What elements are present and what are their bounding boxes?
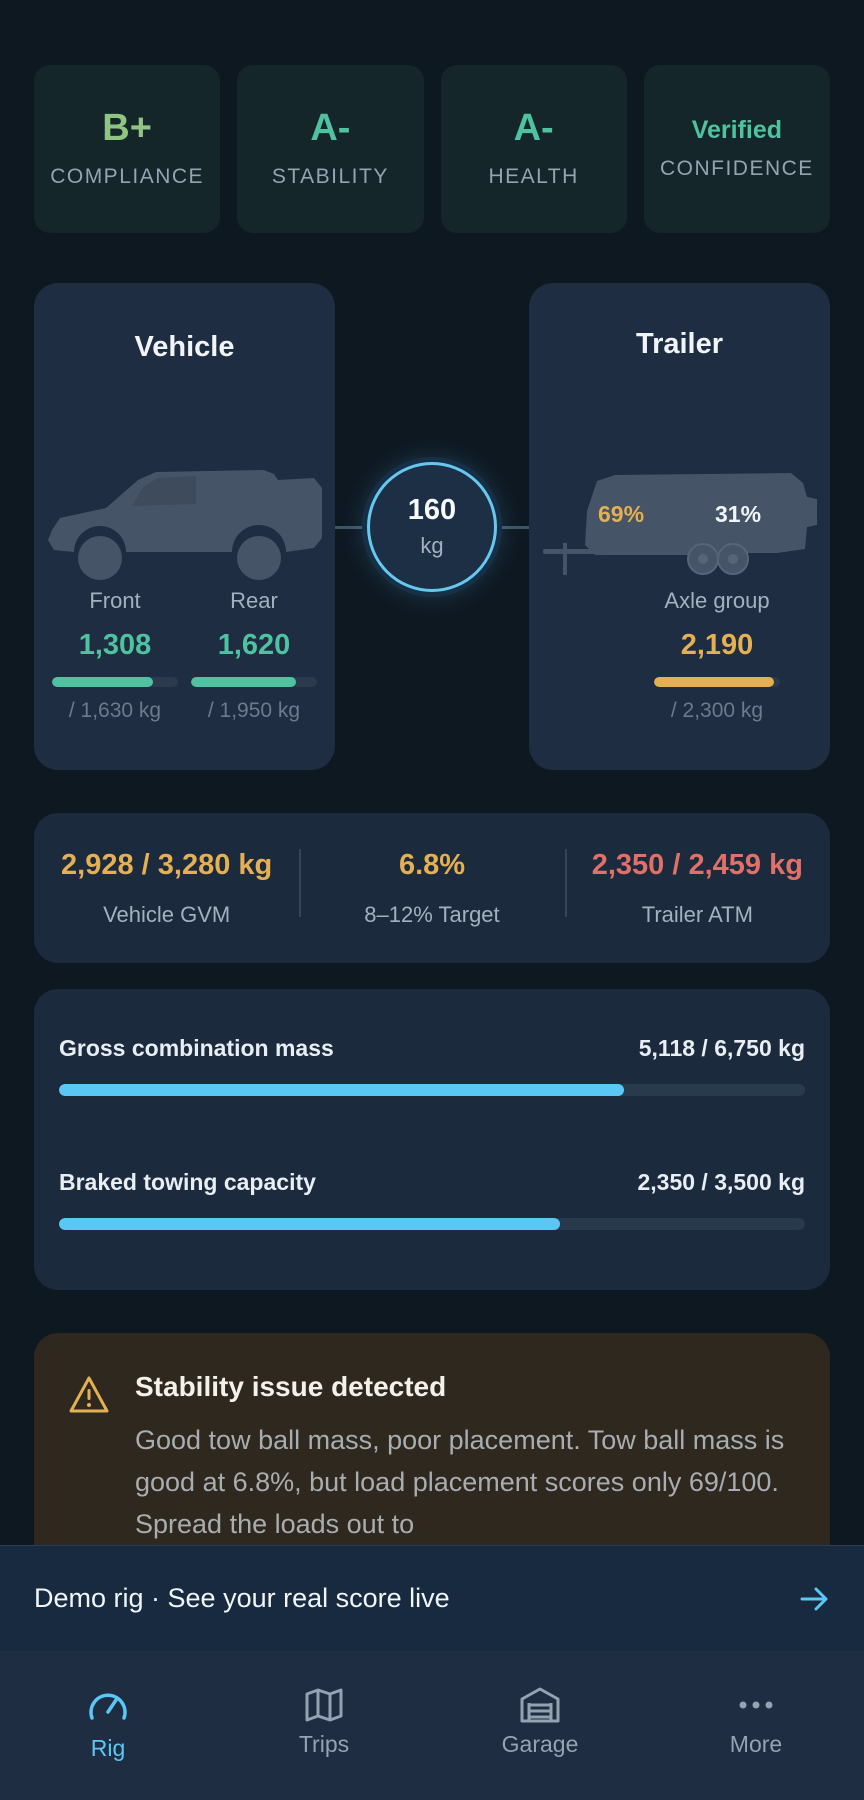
score-label: COMPLIANCE <box>50 165 205 188</box>
score-tile-compliance[interactable]: B+ COMPLIANCE <box>34 65 221 233</box>
alert-body: Good tow ball mass, poor placement. Tow … <box>135 1425 785 1539</box>
capacity-bar-fill <box>59 1084 625 1096</box>
towball-unit: kg <box>420 532 444 558</box>
rear-axle: Rear 1,620 / 1,950 kg <box>191 588 317 723</box>
axle-limit: / 2,300 kg <box>670 699 764 722</box>
nav-item-garage[interactable]: Garage <box>432 1651 648 1800</box>
axle-bar <box>52 677 178 687</box>
alert-title: Stability issue detected <box>135 1371 447 1402</box>
demo-banner-text: Demo rig · See your real score live <box>34 1583 450 1613</box>
vehicle-card[interactable]: Vehicle Front 1,308 / 1,630 kg Rear 1,62… <box>34 283 335 770</box>
nav-label: More <box>729 1731 783 1757</box>
towball-hub[interactable]: 160 kg <box>362 457 502 597</box>
score-label: CONFIDENCE <box>659 156 814 180</box>
score-grade: Verified <box>691 115 783 144</box>
summary-value: 2,350 / 2,459 kg <box>591 848 803 881</box>
score-grade: B+ <box>102 107 152 149</box>
axle-name: Front <box>89 588 141 613</box>
capacity-label: Gross combination mass <box>59 1035 334 1061</box>
axle-bar-fill <box>191 677 296 687</box>
nav-item-rig[interactable]: Rig <box>0 1651 216 1800</box>
summary-label: 8–12% Target <box>364 901 500 927</box>
capacity-label: Braked towing capacity <box>59 1169 316 1195</box>
mass-summary: 2,928 / 3,280 kg Vehicle GVM 6.8% 8–12% … <box>34 813 830 963</box>
map-icon <box>302 1685 346 1725</box>
garage-icon <box>518 1685 562 1725</box>
trailer-card[interactable]: Trailer 69% 31% Axle group 2,190 / 2,300… <box>529 283 830 770</box>
gauge-icon <box>86 1685 130 1725</box>
axle-name: Rear <box>230 588 278 613</box>
more-icon <box>734 1685 778 1725</box>
nav-label: Rig <box>90 1735 126 1761</box>
axle-name: Axle group <box>664 588 770 613</box>
stability-alert[interactable]: Stability issue detected Good tow ball m… <box>34 1333 830 1573</box>
nav-label: Garage <box>501 1731 579 1757</box>
summary-value: 6.8% <box>398 848 466 881</box>
vehicle-title: Vehicle <box>134 331 235 363</box>
hub-connector-left <box>335 526 362 529</box>
arrow-right-icon[interactable] <box>800 1585 830 1613</box>
axle-value: 2,190 <box>680 629 754 661</box>
nav-item-trips[interactable]: Trips <box>216 1651 432 1800</box>
demo-rig-banner[interactable]: Demo rig · See your real score live <box>0 1545 864 1651</box>
axle-bar-fill <box>654 677 774 687</box>
front-split-percent: 69% <box>598 501 645 527</box>
capacity-bar <box>59 1084 805 1096</box>
capacity-value: 5,118 / 6,750 kg <box>638 1035 805 1061</box>
capacity-bar <box>59 1218 805 1230</box>
warning-icon <box>69 1376 109 1413</box>
summary-towball-percent[interactable]: 6.8% 8–12% Target <box>299 848 564 928</box>
towball-ring: 160 kg <box>367 462 497 592</box>
score-grade: A- <box>513 107 554 149</box>
summary-value: 2,928 / 3,280 kg <box>61 848 273 881</box>
nav-item-more[interactable]: More <box>648 1651 864 1800</box>
capacity-row-gcm[interactable]: Gross combination mass 5,118 / 6,750 kg <box>59 1035 805 1096</box>
capacity-value: 2,350 / 3,500 kg <box>637 1169 805 1195</box>
score-tile-stability[interactable]: A- STABILITY <box>237 65 424 233</box>
hub-connector-right <box>502 526 529 529</box>
capacity-bar-fill <box>59 1218 560 1230</box>
towball-value: 160 <box>407 493 457 526</box>
axle-bar <box>191 677 317 687</box>
summary-trailer-atm[interactable]: 2,350 / 2,459 kg Trailer ATM <box>564 848 830 928</box>
bottom-nav: Rig Trips Garage More <box>0 1651 864 1800</box>
vehicle-silhouette-icon <box>48 470 322 580</box>
nav-label: Trips <box>298 1731 350 1757</box>
axle-limit: / 1,950 kg <box>207 699 301 722</box>
axle-bar <box>654 677 780 687</box>
axle-value: 1,620 <box>217 629 291 661</box>
axle-value: 1,308 <box>78 629 152 661</box>
rear-split-percent: 31% <box>715 501 762 527</box>
capacity-card: Gross combination mass 5,118 / 6,750 kg … <box>34 989 830 1290</box>
score-label: HEALTH <box>488 165 579 188</box>
score-tile-health[interactable]: A- HEALTH <box>440 65 627 233</box>
score-tiles: B+ COMPLIANCE A- STABILITY A- HEALTH Ver… <box>34 65 830 233</box>
axle-bar-fill <box>52 677 154 687</box>
score-grade: A- <box>310 107 351 149</box>
trailer-silhouette-icon <box>543 473 817 575</box>
axle-limit: / 1,630 kg <box>68 699 162 722</box>
summary-label: Trailer ATM <box>641 901 753 927</box>
trailer-title: Trailer <box>635 328 724 360</box>
score-label: STABILITY <box>271 165 389 188</box>
trailer-axle-group: Axle group 2,190 / 2,300 kg <box>654 588 780 723</box>
summary-vehicle-gvm[interactable]: 2,928 / 3,280 kg Vehicle GVM <box>34 849 299 928</box>
front-axle: Front 1,308 / 1,630 kg <box>52 588 178 723</box>
score-tile-confidence[interactable]: Verified CONFIDENCE <box>643 65 830 233</box>
capacity-row-braked-towing[interactable]: Braked towing capacity 2,350 / 3,500 kg <box>59 1169 805 1230</box>
summary-label: Vehicle GVM <box>103 901 231 927</box>
